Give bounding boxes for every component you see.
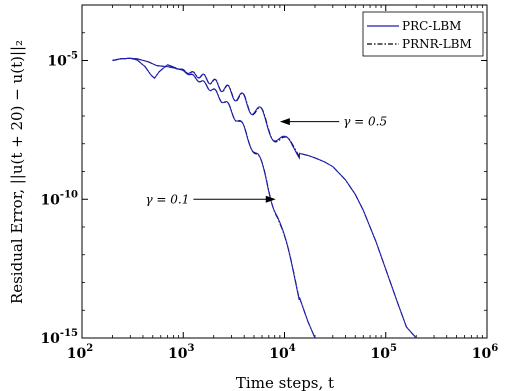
x-tick-label: 106 bbox=[472, 343, 498, 362]
legend-label-prnr-lbm: PRNR-LBM bbox=[402, 37, 472, 51]
axis-ticks: 102 103 104 105 106 10-5 10-10 10-15 bbox=[40, 4, 498, 362]
legend-label-prc-lbm: PRC-LBM bbox=[402, 19, 461, 33]
y-tick-label: 10-15 bbox=[40, 328, 78, 347]
annotations: γ = 0.5 γ = 0.1 bbox=[145, 115, 387, 207]
x-tick-label: 102 bbox=[67, 343, 93, 362]
x-tick-label: 105 bbox=[371, 343, 397, 362]
y-tick-label: 10-5 bbox=[47, 51, 78, 70]
legend-box bbox=[362, 11, 484, 57]
x-tick-label: 104 bbox=[269, 343, 295, 362]
x-tick-label: 103 bbox=[168, 343, 194, 362]
annotation-arrowhead bbox=[265, 195, 276, 203]
y-tick-label: 10-10 bbox=[40, 189, 78, 208]
annotation-label: γ = 0.5 bbox=[343, 115, 387, 129]
annotation-arrowhead bbox=[279, 118, 290, 126]
data-curves bbox=[112, 57, 417, 339]
series-line-prc-gamma-0.1 bbox=[112, 57, 316, 339]
plot-frame bbox=[81, 4, 488, 339]
legend: PRC-LBM PRNR-LBM bbox=[362, 11, 484, 57]
x-axis-label: Time steps, t bbox=[236, 374, 334, 391]
annotation-label: γ = 0.1 bbox=[145, 192, 189, 206]
y-axis-label: Residual Error, ||u(t + 20) − u(t)||₂ bbox=[8, 40, 26, 304]
series-line-prc-gamma-0.5 bbox=[112, 57, 417, 339]
